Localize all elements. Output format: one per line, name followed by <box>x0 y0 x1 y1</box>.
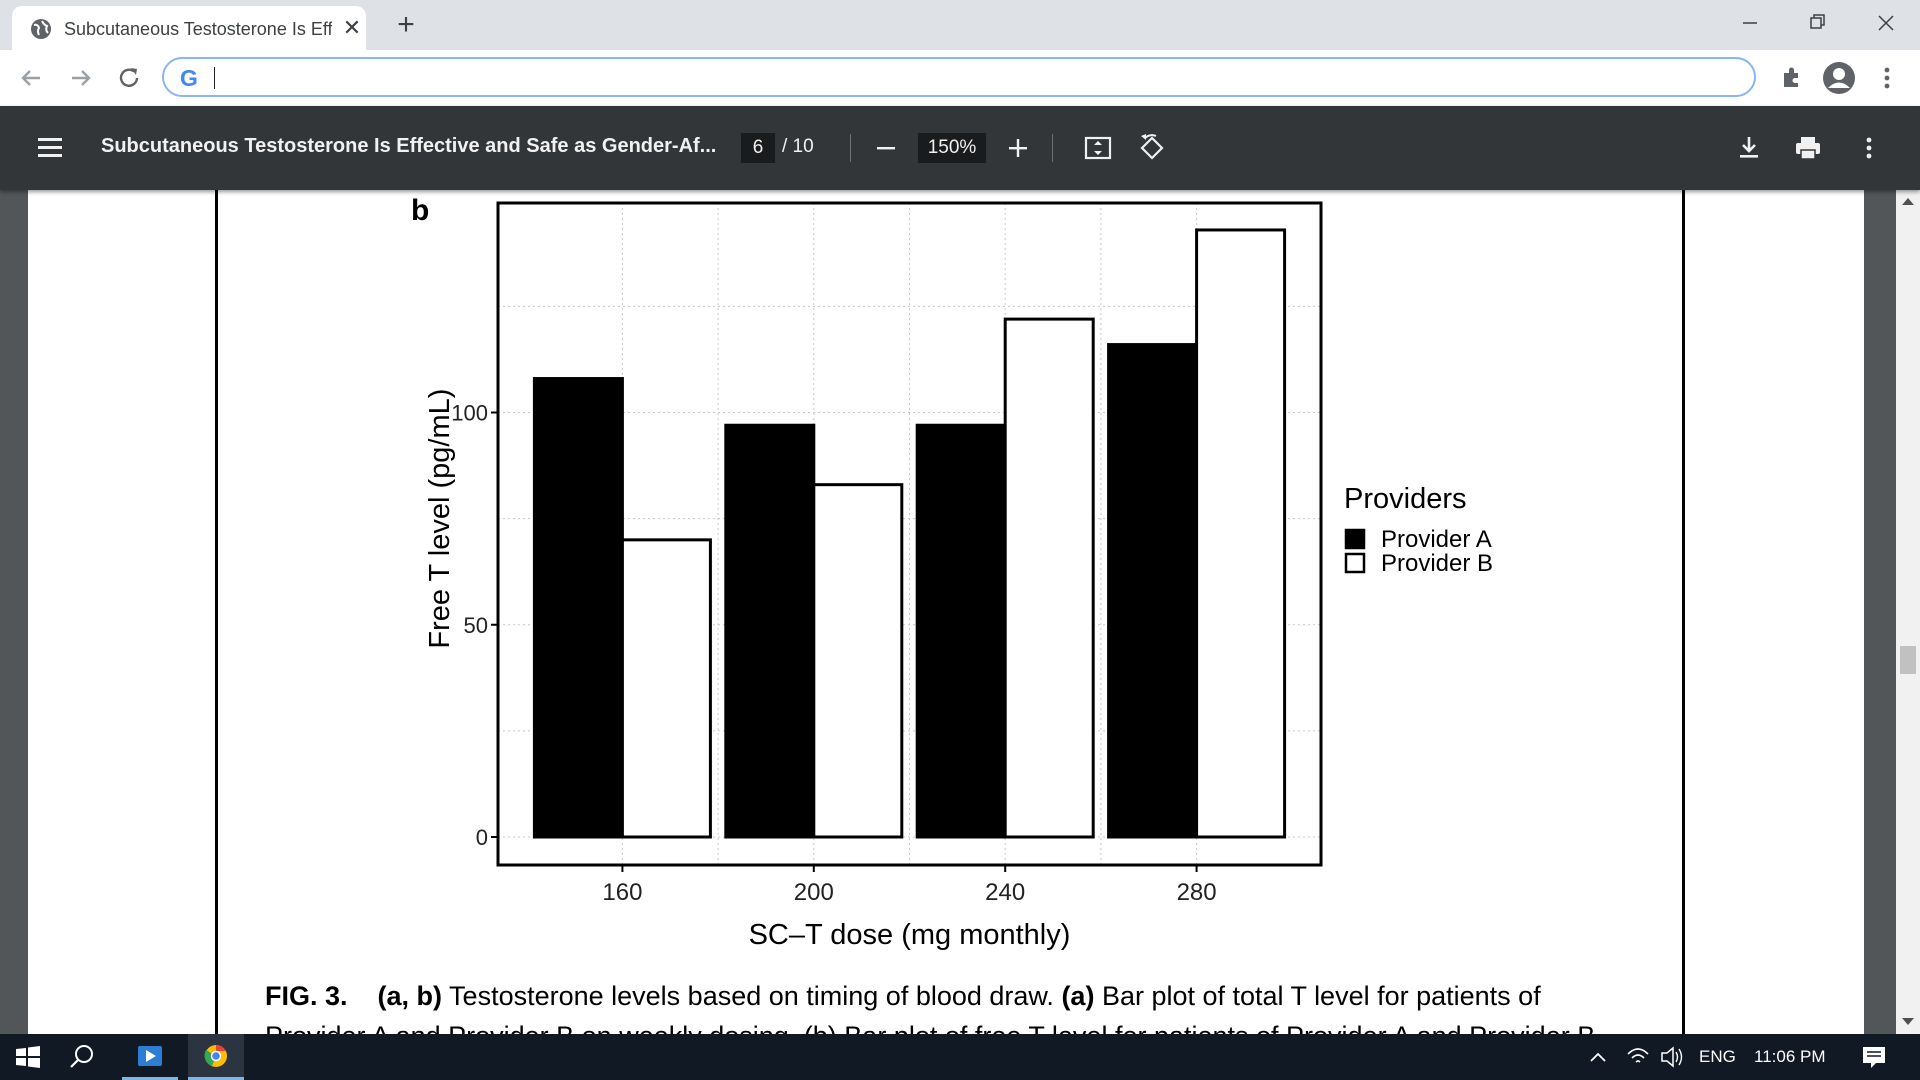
x-tick-label: 240 <box>985 879 1025 906</box>
minimize-icon[interactable] <box>1726 8 1772 38</box>
toolbar-divider <box>850 134 851 162</box>
toolbar-divider <box>1052 134 1053 162</box>
chrome-menu-icon[interactable] <box>1872 63 1902 93</box>
caption-panels: (a, b) <box>377 981 443 1011</box>
profile-icon[interactable] <box>1822 61 1856 95</box>
reload-icon[interactable] <box>114 63 144 93</box>
show-hidden-icons-icon[interactable] <box>1586 1034 1610 1080</box>
bar-provider-a-280 <box>1107 343 1199 839</box>
clock[interactable]: 11:06 PM <box>1754 1047 1826 1066</box>
legend-swatch <box>1344 552 1366 574</box>
volume-icon[interactable] <box>1658 1034 1686 1080</box>
page-border-line <box>1682 190 1685 1034</box>
restore-icon[interactable] <box>1794 8 1840 38</box>
bar-provider-a-200 <box>724 423 816 839</box>
caption-text: Bar plot of total T level for patients o… <box>1094 981 1541 1011</box>
bar-provider-a-160 <box>532 377 624 839</box>
chrome-taskbar-icon[interactable] <box>188 1034 244 1080</box>
y-tick-label: 0 <box>476 825 488 850</box>
page-total: / 10 <box>782 136 814 157</box>
figure-caption: FIG. 3. (a, b) Testosterone levels based… <box>265 976 1695 1034</box>
browser-toolbar: G <box>0 50 1920 107</box>
bar-provider-b-200 <box>812 483 904 839</box>
download-icon[interactable] <box>1733 132 1765 164</box>
more-options-icon[interactable] <box>1853 132 1885 164</box>
windows-start-icon[interactable] <box>10 1034 46 1080</box>
scroll-down-icon[interactable] <box>1902 1018 1914 1025</box>
y-tick-label: 100 <box>451 401 488 426</box>
page-number-input[interactable]: 6 <box>741 133 775 163</box>
x-tick-label: 200 <box>794 879 834 906</box>
scrollbar-thumb[interactable] <box>1900 646 1916 674</box>
windows-taskbar: ENG 11:06 PM <box>0 1034 1920 1080</box>
address-bar[interactable]: G <box>162 57 1756 97</box>
forward-icon[interactable] <box>66 63 96 93</box>
browser-tab[interactable]: Subcutaneous Testosterone Is Effective a… <box>12 6 366 50</box>
zoom-out-icon[interactable] <box>870 132 902 164</box>
bar-provider-a-240 <box>915 423 1007 839</box>
fit-to-page-icon[interactable] <box>1082 132 1114 164</box>
x-tick-label: 280 <box>1177 879 1217 906</box>
tab-close-icon[interactable]: ✕ <box>342 15 362 40</box>
legend-swatch <box>1344 528 1366 550</box>
bar-provider-b-240 <box>1003 317 1095 839</box>
panel-label: b <box>411 194 430 227</box>
back-icon[interactable] <box>16 63 46 93</box>
bar-chart: 0 50 100 160 200 240 280 SC–T dose (mg monthly)… <box>424 201 1493 951</box>
hamburger-menu-icon[interactable] <box>36 134 66 162</box>
bar-provider-b-280 <box>1195 228 1287 839</box>
network-icon[interactable] <box>1624 1034 1652 1080</box>
zoom-in-icon[interactable] <box>1002 132 1034 164</box>
caption-fig-label: FIG. 3. <box>265 981 348 1011</box>
scroll-up-icon[interactable] <box>1902 198 1914 205</box>
legend-title: Providers <box>1344 483 1467 515</box>
legend-label: Provider B <box>1381 550 1493 577</box>
y-axis-title: Free T level (pg/mL) <box>424 389 456 649</box>
legend-label: Provider A <box>1381 526 1492 553</box>
zoom-level-input[interactable]: 150% <box>918 133 986 163</box>
vertical-scrollbar[interactable] <box>1896 190 1920 1034</box>
pdf-page: 0 50 100 160 200 240 280 SC–T dose (mg monthly)… <box>28 190 1864 1034</box>
media-player-icon[interactable] <box>120 1034 180 1080</box>
caption-panel-a: (a) <box>1061 981 1095 1011</box>
tab-title: Subcutaneous Testosterone Is Effective a… <box>64 19 332 39</box>
x-tick-label: 160 <box>602 879 642 906</box>
text-caret <box>214 67 215 89</box>
notifications-icon[interactable] <box>1856 1034 1892 1080</box>
close-window-icon[interactable] <box>1862 8 1908 38</box>
caption-text-line2: Provider A and Provider B on weekly dosi… <box>265 1021 1595 1034</box>
bar-provider-b-160 <box>620 538 712 839</box>
extensions-icon[interactable] <box>1776 63 1806 93</box>
search-icon[interactable] <box>64 1034 100 1080</box>
globe-icon <box>31 19 51 39</box>
tab-strip: Subcutaneous Testosterone Is Effective a… <box>0 0 1920 50</box>
x-axis-title: SC–T dose (mg monthly) <box>749 919 1071 951</box>
print-icon[interactable] <box>1792 132 1824 164</box>
pdf-title: Subcutaneous Testosterone Is Effective a… <box>101 135 717 157</box>
caption-text: Testosterone levels based on timing of b… <box>442 981 1062 1011</box>
pdf-toolbar: Subcutaneous Testosterone Is Effective a… <box>0 106 1920 190</box>
y-tick-label: 50 <box>464 613 488 638</box>
new-tab-button[interactable]: + <box>397 8 415 41</box>
page-border-line <box>215 190 218 1034</box>
plot-border <box>496 201 1323 867</box>
language-indicator[interactable]: ENG <box>1699 1047 1736 1066</box>
google-icon: G <box>180 65 198 91</box>
pdf-viewport: 0 50 100 160 200 240 280 SC–T dose (mg monthly)… <box>0 190 1920 1034</box>
rotate-icon[interactable] <box>1136 132 1168 164</box>
